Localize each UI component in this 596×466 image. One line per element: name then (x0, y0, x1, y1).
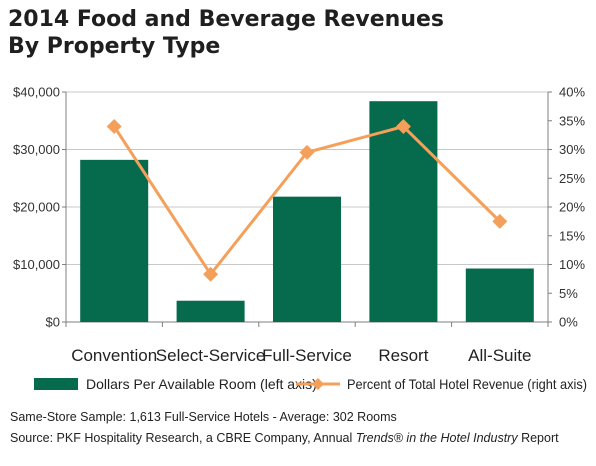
right-tick-label: 25% (559, 171, 585, 186)
source-report-title: Trends® in the Hotel Industry (355, 431, 518, 445)
bar (80, 159, 149, 322)
right-tick-label: 35% (559, 113, 585, 128)
line-marker (299, 144, 315, 160)
source-prefix: Source: PKF Hospitality Research, a CBRE… (10, 431, 356, 445)
x-tick-label: Convention (71, 346, 157, 365)
chart-title-line-2: By Property Type (8, 34, 221, 59)
line-marker (203, 266, 219, 282)
bar (273, 196, 341, 322)
x-tick-label: All-Suite (468, 346, 531, 365)
right-tick-label: 10% (559, 257, 585, 272)
bar (176, 300, 245, 322)
sample-note: Same-Store Sample: 1,613 Full-Service Ho… (10, 410, 397, 424)
legend-label-bar: Dollars Per Available Room (left axis) (86, 376, 317, 392)
line-marker (395, 119, 411, 134)
legend-label-line: Percent of Total Hotel Revenue (right ax… (347, 376, 587, 392)
right-tick-label: 0% (559, 315, 578, 330)
right-tick-label: 40% (559, 85, 585, 100)
right-tick-label: 30% (559, 142, 585, 157)
x-tick-label: Select-Service (156, 346, 266, 365)
source-suffix: Report (517, 431, 559, 445)
left-tick-label: $20,000 (13, 200, 60, 215)
legend-swatch-marker (312, 378, 324, 390)
right-tick-label: 20% (559, 200, 585, 215)
x-tick-label: Full-Service (262, 346, 352, 365)
right-tick-label: 15% (559, 228, 585, 243)
bar (465, 268, 534, 322)
bar (369, 101, 438, 322)
line-marker (106, 119, 122, 134)
x-tick-label: Resort (378, 346, 428, 365)
line-marker (492, 213, 508, 229)
legend-swatch-bar (34, 378, 78, 390)
right-tick-label: 5% (559, 286, 578, 301)
chart-title-line-1: 2014 Food and Beverage Revenues (8, 7, 445, 32)
left-tick-label: $10,000 (13, 257, 60, 272)
left-tick-label: $0 (46, 315, 60, 330)
left-tick-label: $30,000 (13, 142, 60, 157)
chart-title: 2014 Food and Beverage Revenues By Prope… (8, 6, 588, 60)
left-tick-label: $40,000 (13, 85, 60, 100)
source-note: Source: PKF Hospitality Research, a CBRE… (10, 431, 590, 445)
